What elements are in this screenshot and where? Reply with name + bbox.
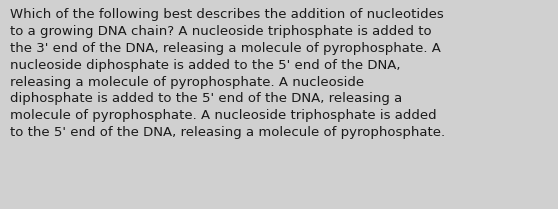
Text: Which of the following best describes the addition of nucleotides
to a growing D: Which of the following best describes th… bbox=[10, 8, 445, 139]
